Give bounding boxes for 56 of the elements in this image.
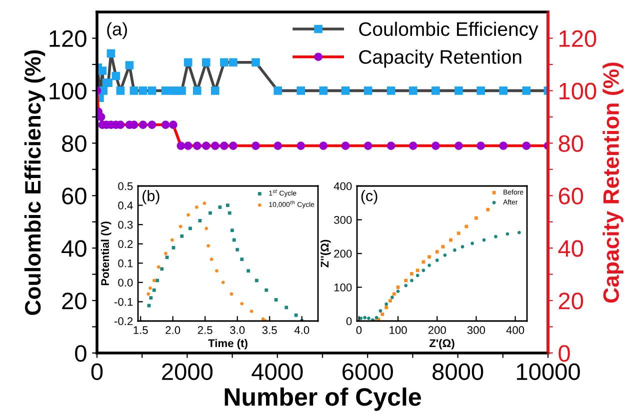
- x-tick-label: 8000: [432, 363, 484, 380]
- x-tick-label: 0: [91, 363, 103, 380]
- x-tick-label: 300: [467, 326, 486, 334]
- x-axis-title: Z'(Ω): [429, 338, 454, 350]
- annotation: (a): [107, 22, 127, 40]
- y-tick-label: 100: [50, 82, 86, 100]
- x-tick-label: 10000: [516, 363, 580, 380]
- x-tick-label: 200: [428, 326, 446, 334]
- y-tick-label: 0: [75, 345, 86, 362]
- y-tick-label: 300: [334, 216, 352, 224]
- y-tick-label: 40: [62, 240, 86, 257]
- x-tick-label: 3.0: [230, 326, 245, 334]
- x-tick-label: 2.5: [198, 326, 212, 334]
- y2-tick-label: 80: [558, 135, 584, 152]
- y2-tick-label: 20: [558, 292, 584, 310]
- y-tick-label: 60: [62, 188, 86, 204]
- y-tick-label: 0.2: [118, 240, 133, 248]
- y2-tick-label: 40: [558, 240, 584, 257]
- y2-tick-label: 60: [558, 188, 584, 204]
- annotation: (c): [361, 190, 378, 204]
- y-tick-label: 0.0: [118, 278, 133, 287]
- y2-tick-label: 100: [560, 82, 596, 100]
- x-tick-label: 2.0: [166, 326, 180, 334]
- y-tick-label: 0.5: [118, 182, 133, 190]
- x-axis-title: Time (t): [208, 338, 248, 350]
- y-tick-label: 100: [334, 284, 352, 292]
- y2-tick-label: 120: [560, 30, 596, 48]
- y-tick-label: 0.4: [118, 202, 133, 210]
- y-tick-label: 20: [62, 292, 86, 310]
- x-tick-label: 6000: [342, 363, 393, 380]
- legend-label: Coulombic Efficiency: [359, 22, 538, 40]
- y-tick-label: -0.2: [114, 317, 133, 326]
- y-tick-label: 0.1: [118, 259, 133, 268]
- y-tick-label: 0: [346, 317, 352, 326]
- x-tick-label: 0: [356, 326, 362, 334]
- y-axis-title: Coulombic Efficiency (%): [24, 50, 46, 315]
- y-tick-label: 80: [62, 135, 86, 152]
- y-tick-label: 0.3: [118, 220, 133, 229]
- y-tick-label: 400: [334, 182, 352, 190]
- y-tick-label: 120: [50, 30, 86, 48]
- y-tick-label: -0.1: [114, 298, 133, 306]
- x-axis-title: Number of Cycle: [224, 388, 421, 411]
- annotation: (b): [142, 190, 160, 204]
- x-tick-label: 4000: [252, 363, 303, 380]
- x-tick-label: 100: [390, 326, 407, 334]
- x-tick-label: 1.5: [134, 326, 148, 334]
- y-axis-title: Potential (V): [100, 222, 112, 286]
- x-tick-label: 400: [506, 326, 524, 334]
- legend-label: Capacity Retention: [359, 50, 522, 68]
- y-tick-label: 200: [334, 250, 352, 258]
- y-axis-title: Z''(Ω): [320, 240, 331, 268]
- y2-axis-title: Capacity Retention (%): [602, 62, 624, 303]
- x-tick-label: 4.0: [294, 326, 310, 334]
- x-tick-label: 2000: [162, 363, 213, 380]
- x-tick-label: 3.5: [262, 326, 277, 334]
- y2-tick-label: 0: [558, 345, 570, 362]
